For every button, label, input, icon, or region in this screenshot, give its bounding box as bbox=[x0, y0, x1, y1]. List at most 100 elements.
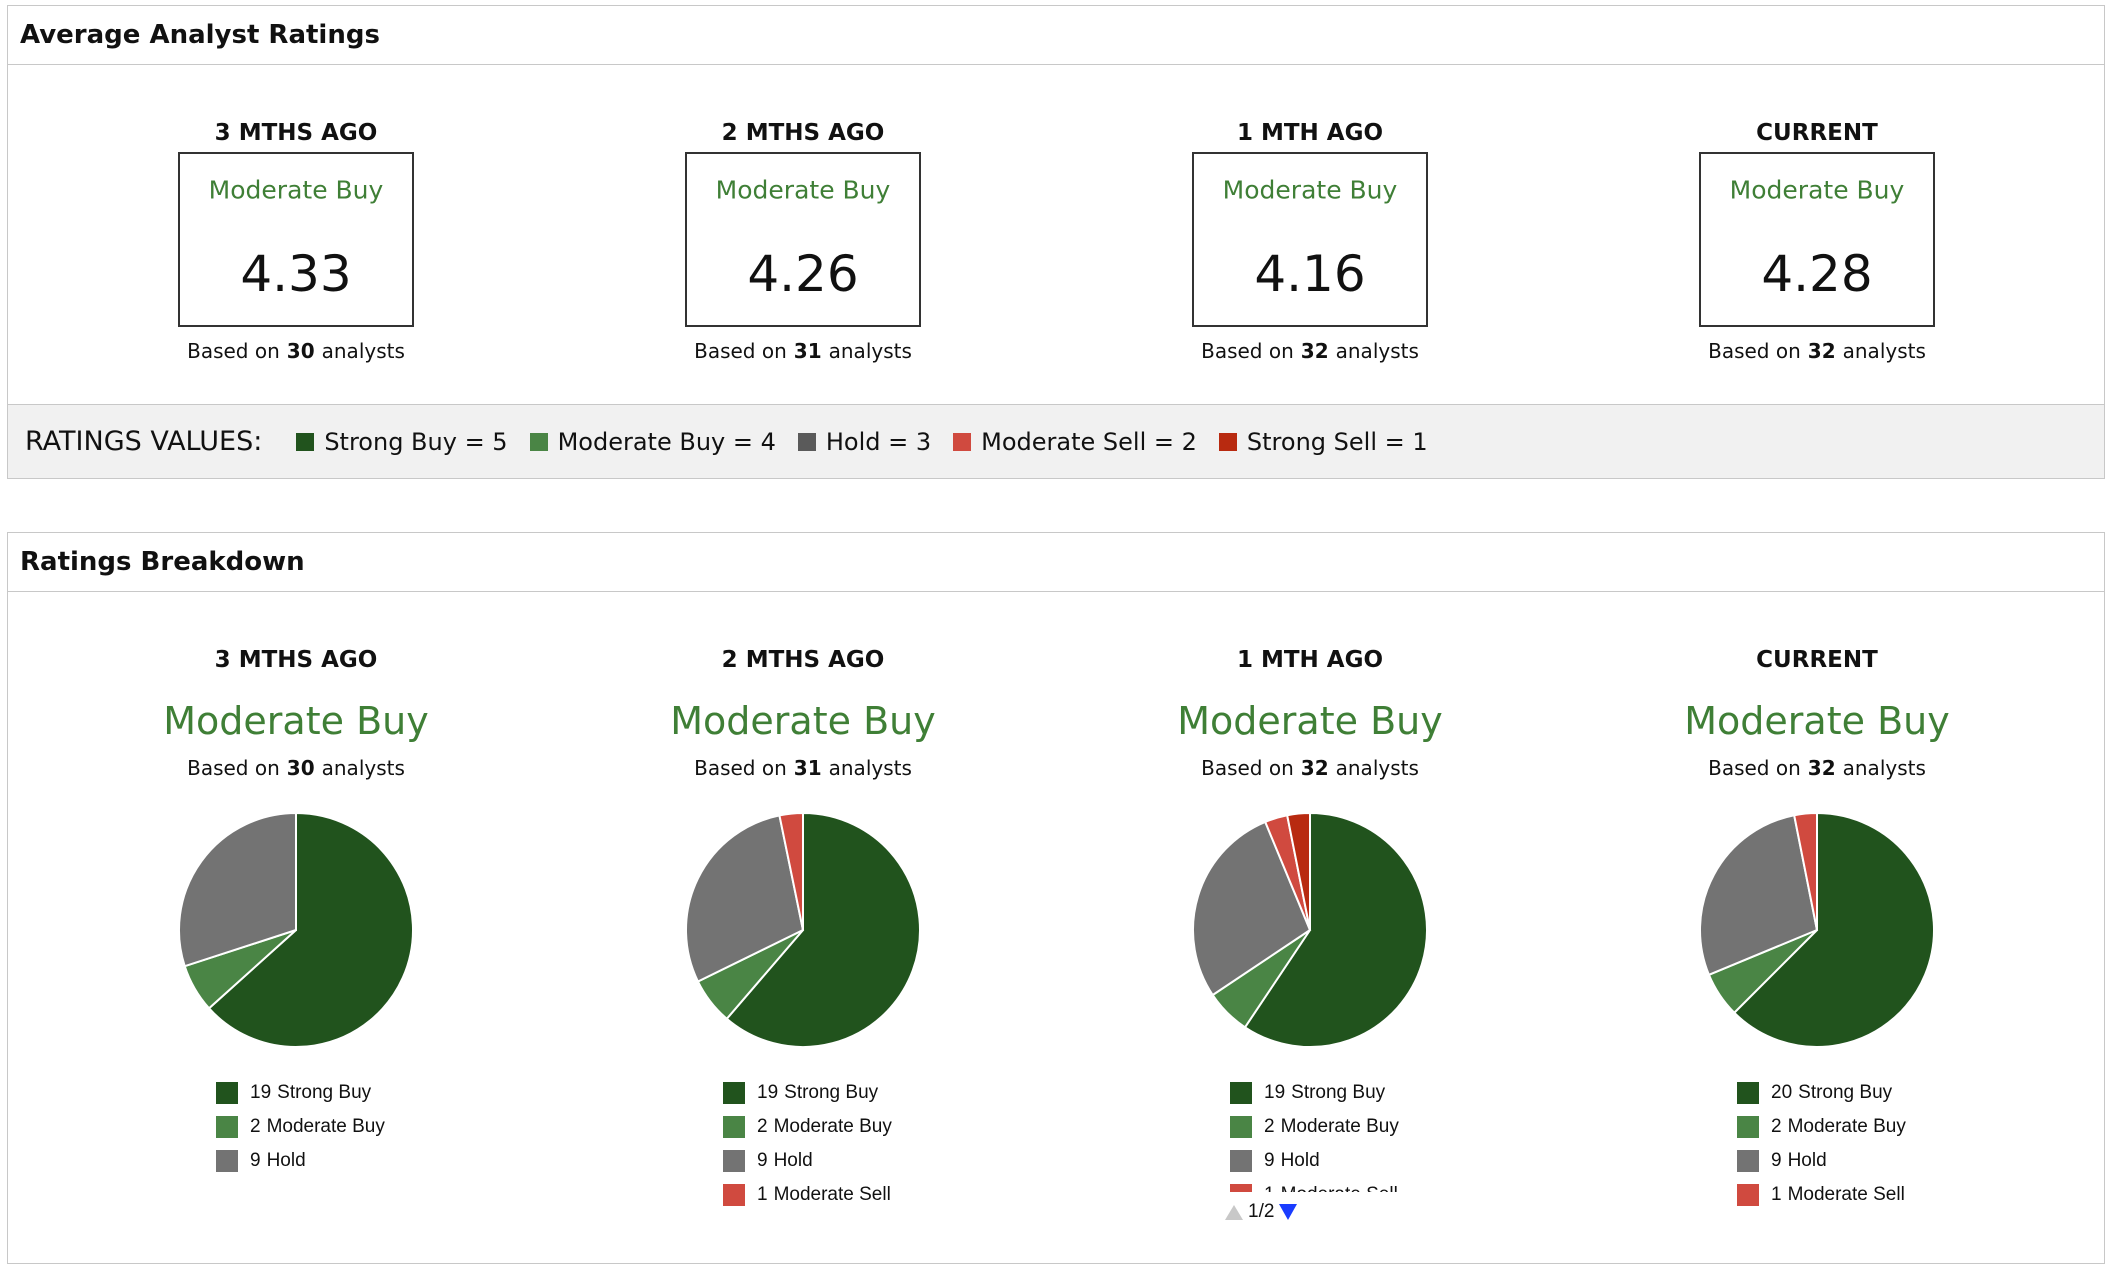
analyst-count: 32 bbox=[1300, 756, 1329, 780]
legend-swatch bbox=[1737, 1150, 1759, 1172]
pie-slice bbox=[207, 811, 414, 1048]
pie-slice bbox=[1192, 820, 1312, 997]
legend-swatch bbox=[216, 1082, 238, 1104]
legend-label: Strong Buy bbox=[1291, 1082, 1386, 1103]
ratings-values-bar: RATINGS VALUES: Strong Buy = 5 Moderate B… bbox=[8, 404, 2104, 478]
legend-label: Moderate Sell bbox=[1281, 1184, 1398, 1192]
ratings-value-swatch bbox=[1218, 432, 1237, 451]
legend: 19 Strong Buy 2 Moderate Buy 9 Hold bbox=[216, 1076, 385, 1178]
based-on-suffix: analysts bbox=[321, 339, 405, 363]
based-on: Based on 32 analysts bbox=[1708, 339, 1926, 363]
analyst-count: 31 bbox=[793, 756, 822, 780]
legend-swatch bbox=[1230, 1116, 1252, 1138]
legend-item: 2 Moderate Buy bbox=[1737, 1110, 1906, 1144]
legend-swatch bbox=[723, 1082, 745, 1104]
based-on: Based on 31 analysts bbox=[694, 339, 912, 363]
card-period: 3 MTHS AGO bbox=[214, 120, 378, 146]
card-score: 4.33 bbox=[240, 245, 352, 303]
based-on-suffix: analysts bbox=[1335, 339, 1419, 363]
legend-swatch bbox=[1737, 1184, 1759, 1206]
ratings-value-item: Strong Buy = 5 bbox=[296, 428, 508, 456]
card-rating: Moderate Buy bbox=[715, 175, 891, 205]
legend-label: Hold bbox=[266, 1150, 306, 1171]
card-box bbox=[178, 152, 414, 327]
based-on-suffix: analysts bbox=[828, 756, 912, 780]
legend-count: 2 bbox=[250, 1116, 261, 1137]
legend-item: 9 Hold bbox=[1230, 1144, 1399, 1178]
legend-item: 2 Moderate Buy bbox=[1230, 1110, 1399, 1144]
chart-subtitle: Moderate Buy bbox=[163, 699, 429, 743]
legend-count: 2 bbox=[1264, 1116, 1275, 1137]
ratings-value-item: Moderate Sell = 2 bbox=[953, 428, 1197, 456]
legend-label: Hold bbox=[1280, 1150, 1320, 1171]
based-on-prefix: Based on bbox=[1201, 756, 1294, 780]
legend-count: 2 bbox=[757, 1116, 768, 1137]
legend-item: 19 Strong Buy bbox=[216, 1076, 385, 1110]
analyst-count: 32 bbox=[1807, 756, 1836, 780]
legend-item: 9 Hold bbox=[1737, 1144, 1906, 1178]
analyst-count: 30 bbox=[286, 339, 315, 363]
legend-count: 20 bbox=[1771, 1082, 1793, 1103]
pie-slice bbox=[178, 811, 297, 968]
legend-item: 2 Moderate Buy bbox=[216, 1110, 385, 1144]
legend-swatch bbox=[723, 1150, 745, 1172]
based-on-suffix: analysts bbox=[1335, 756, 1419, 780]
legend-swatch bbox=[1230, 1184, 1252, 1192]
ratings-value-swatch bbox=[797, 432, 816, 451]
legend-label: Strong Buy bbox=[1798, 1082, 1893, 1103]
card-rating: Moderate Buy bbox=[1222, 175, 1398, 205]
legend-item: 2 Moderate Buy bbox=[723, 1110, 892, 1144]
based-on-prefix: Based on bbox=[1201, 339, 1294, 363]
analyst-count: 31 bbox=[793, 339, 822, 363]
ratings-value-item: Moderate Buy = 4 bbox=[529, 427, 776, 456]
legend-swatch bbox=[1230, 1082, 1252, 1104]
based-on-prefix: Based on bbox=[694, 339, 787, 363]
pie-slice bbox=[1792, 811, 1818, 931]
chart-title: 3 MTHS AGO bbox=[214, 647, 378, 673]
legend-label: Moderate Buy bbox=[1280, 1116, 1399, 1137]
based-on-prefix: Based on bbox=[187, 339, 280, 363]
legend-label: Hold bbox=[773, 1150, 813, 1171]
breakdown-panel: Ratings Breakdown 3 MTHS AGO Moderate Buy… bbox=[7, 532, 2105, 1264]
based-on: Based on 31 analysts bbox=[694, 756, 912, 780]
legend-swatch bbox=[723, 1184, 745, 1206]
ratings-value-swatch bbox=[529, 432, 548, 451]
legend-label: Moderate Buy bbox=[1787, 1116, 1906, 1137]
legend-label: Moderate Buy bbox=[266, 1116, 385, 1137]
legend-label: Moderate Sell bbox=[773, 1184, 891, 1205]
legend-count: 9 bbox=[1771, 1150, 1782, 1171]
panel-header: Ratings Breakdown bbox=[8, 533, 2104, 592]
pager-text: 1/2 bbox=[1248, 1201, 1275, 1222]
pie-chart bbox=[685, 811, 921, 1048]
based-on-prefix: Based on bbox=[1708, 339, 1801, 363]
panel-header: Average Analyst Ratings bbox=[8, 6, 2104, 65]
legend-item: 20 Strong Buy bbox=[1737, 1076, 1906, 1110]
based-on-prefix: Based on bbox=[694, 756, 787, 780]
legend-label: Hold bbox=[1787, 1150, 1827, 1171]
pie-slice bbox=[1699, 814, 1819, 977]
legend-count: 19 bbox=[1264, 1082, 1286, 1103]
based-on-prefix: Based on bbox=[1708, 756, 1801, 780]
legend-count: 19 bbox=[250, 1082, 272, 1103]
based-on-suffix: analysts bbox=[1842, 339, 1926, 363]
ratings-value-item: Strong Sell = 1 bbox=[1218, 428, 1428, 456]
ratings-value-swatch bbox=[953, 432, 972, 451]
card-rating: Moderate Buy bbox=[208, 175, 384, 205]
card-period: 1 MTH AGO bbox=[1236, 120, 1384, 146]
ratings-value-text: Moderate Buy = 4 bbox=[557, 427, 776, 456]
legend-pager: 1/2 bbox=[1224, 1201, 1298, 1223]
ratings-value-swatch bbox=[296, 432, 315, 451]
average-panel: Average Analyst Ratings RATINGS VALUES: … bbox=[7, 5, 2105, 479]
pager-down-arrow[interactable] bbox=[1278, 1203, 1298, 1221]
based-on-suffix: analysts bbox=[321, 756, 405, 780]
card-box bbox=[685, 152, 921, 327]
pager-up-arrow bbox=[1225, 1205, 1243, 1220]
chart-subtitle: Moderate Buy bbox=[1177, 699, 1443, 743]
legend-count: 9 bbox=[250, 1150, 261, 1171]
card-period: CURRENT bbox=[1756, 120, 1878, 146]
